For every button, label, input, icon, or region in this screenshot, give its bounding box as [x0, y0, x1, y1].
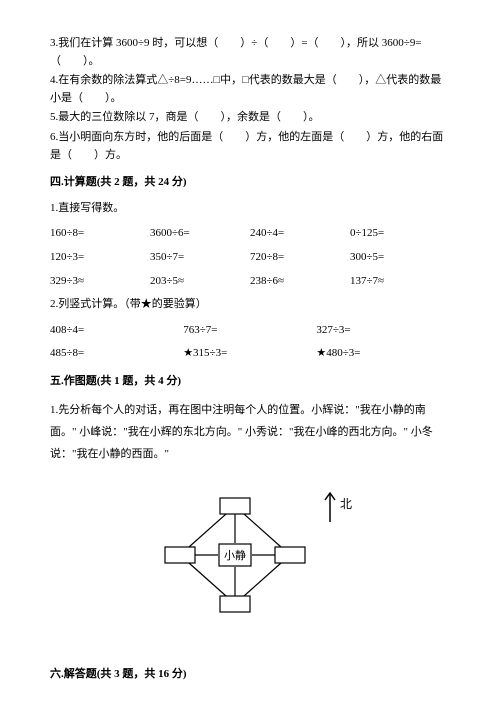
calc-cell: 350÷7= [150, 249, 250, 267]
position-diagram: 小静 北 [50, 480, 450, 637]
question-5: 5.最大的三位数除以 7，商是（ ），余数是（ ）。 [50, 109, 450, 127]
section-6-title: 六.解答题(共 3 题，共 16 分) [50, 666, 450, 684]
section-5-title: 五.作图题(共 1 题，共 4 分) [50, 373, 450, 391]
calc-cell: ★315÷3= [183, 345, 316, 363]
calc-cell: 300÷5= [350, 249, 450, 267]
s5-q1-text: 1.先分析每个人的对话，再在图中注明每个人的位置。小辉说："我在小静的南面。" … [50, 399, 450, 465]
calc-cell: 329÷3≈ [50, 273, 150, 291]
calc-cell: 203÷5≈ [150, 273, 250, 291]
diagram-node-top [220, 498, 250, 514]
calc-row-2: 120÷3= 350÷7= 720÷8= 300÷5= [50, 249, 450, 267]
diagram-node-right [275, 547, 305, 563]
question-3: 3.我们在计算 3600÷9 时，可以想（ ）÷（ ）=（ ），所以 3600÷… [50, 35, 450, 70]
north-arrow [325, 493, 335, 522]
calc-cell: 3600÷6= [150, 225, 250, 243]
diagram-node-bottom [220, 596, 250, 612]
diagram-node-left [165, 547, 195, 563]
diagram-center-label: 小静 [224, 548, 246, 562]
calc-cell: 720÷8= [250, 249, 350, 267]
north-label: 北 [340, 497, 352, 511]
calc-cell: 485÷8= [50, 345, 183, 363]
s4-q1-title: 1.直接写得数。 [50, 200, 450, 218]
calc-cell: 238÷6≈ [250, 273, 350, 291]
question-6: 6.当小明面向东方时，他的后面是（ ）方，他的左面是（ ）方，他的右面是（ ）方… [50, 129, 450, 164]
calc-cell: 240÷4= [250, 225, 350, 243]
calc-row-4: 408÷4= 763÷7= 327÷3= [50, 322, 450, 340]
question-4: 4.在有余数的除法算式△÷8=9……□中，□代表的数最大是（ ），△代表的数最小… [50, 72, 450, 107]
calc-row-1: 160÷8= 3600÷6= 240÷4= 0÷125= [50, 225, 450, 243]
section-4-title: 四.计算题(共 2 题，共 24 分) [50, 174, 450, 192]
calc-cell: 137÷7≈ [350, 273, 450, 291]
calc-cell: 120÷3= [50, 249, 150, 267]
calc-cell: 160÷8= [50, 225, 150, 243]
calc-cell: 327÷3= [316, 322, 449, 340]
calc-cell: 0÷125= [350, 225, 450, 243]
s4-q2-title: 2.列竖式计算。（带★的要验算） [50, 296, 450, 314]
calc-cell: 408÷4= [50, 322, 183, 340]
calc-row-3: 329÷3≈ 203÷5≈ 238÷6≈ 137÷7≈ [50, 273, 450, 291]
calc-cell: 763÷7= [183, 322, 316, 340]
calc-cell: ★480÷3= [316, 345, 449, 363]
calc-row-5: 485÷8= ★315÷3= ★480÷3= [50, 345, 450, 363]
